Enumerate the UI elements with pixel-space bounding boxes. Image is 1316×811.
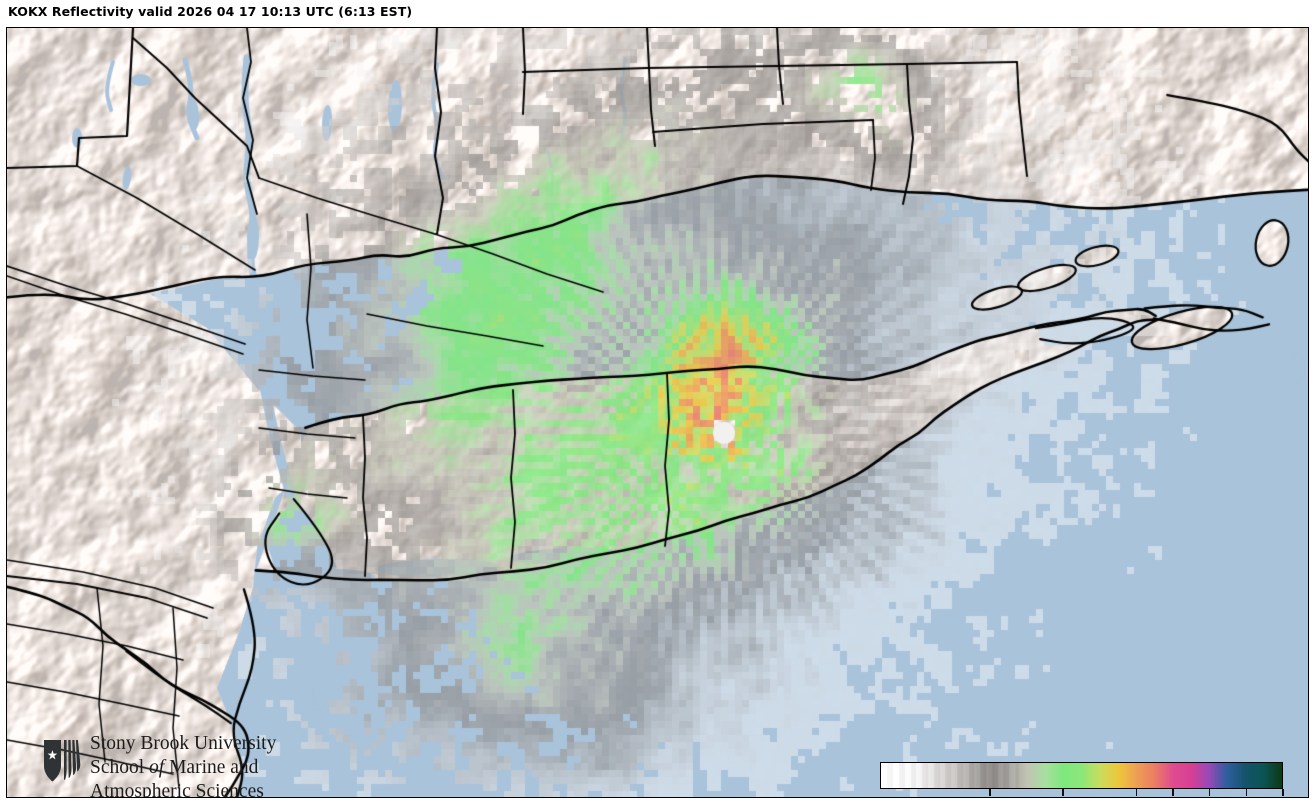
colorbar-tick [1282,789,1284,796]
colorbar-tick-label: 20 [1054,796,1073,797]
logo-line-1: Stony Brook University [90,733,277,754]
colorbar-tick [1172,789,1174,796]
colorbar-tick [1209,789,1211,796]
political-boundaries-layer [7,28,1308,797]
logo-line-3: Atmospheric Sciences [90,781,264,798]
logo-line-2a: School [90,757,150,778]
colorbar-tick-label: 80 [1273,796,1292,797]
logo-line-2c: Marine and [164,757,259,778]
logo-line-2: School of Marine and [90,756,276,780]
stony-brook-logo: Stony Brook University School of Marine … [43,732,313,798]
colorbar: 0 20 40 50 60 70 80 [874,759,1293,797]
colorbar-tick-label: 70 [1237,796,1256,797]
colorbar-gradient [881,763,1282,788]
colorbar-tick [989,789,991,796]
radar-map-frame: 0 20 40 50 60 70 80 Stony Brook Universi… [6,27,1309,798]
colorbar-tick-label: 50 [1164,796,1183,797]
colorbar-tick [1062,789,1064,796]
page-title: KOKX Reflectivity valid 2026 04 17 10:13… [8,4,413,19]
colorbar-tick-label: 60 [1200,796,1219,797]
logo-line-2b: of [149,757,165,778]
shield-icon [44,740,81,782]
colorbar-tick [1135,789,1138,796]
logo-text: Stony Brook University School of Marine … [90,732,277,798]
colorbar-tick-label: 0 [985,796,995,797]
colorbar-bar [880,762,1283,789]
colorbar-tick [1245,789,1248,796]
colorbar-tick-label: 40 [1127,796,1146,797]
